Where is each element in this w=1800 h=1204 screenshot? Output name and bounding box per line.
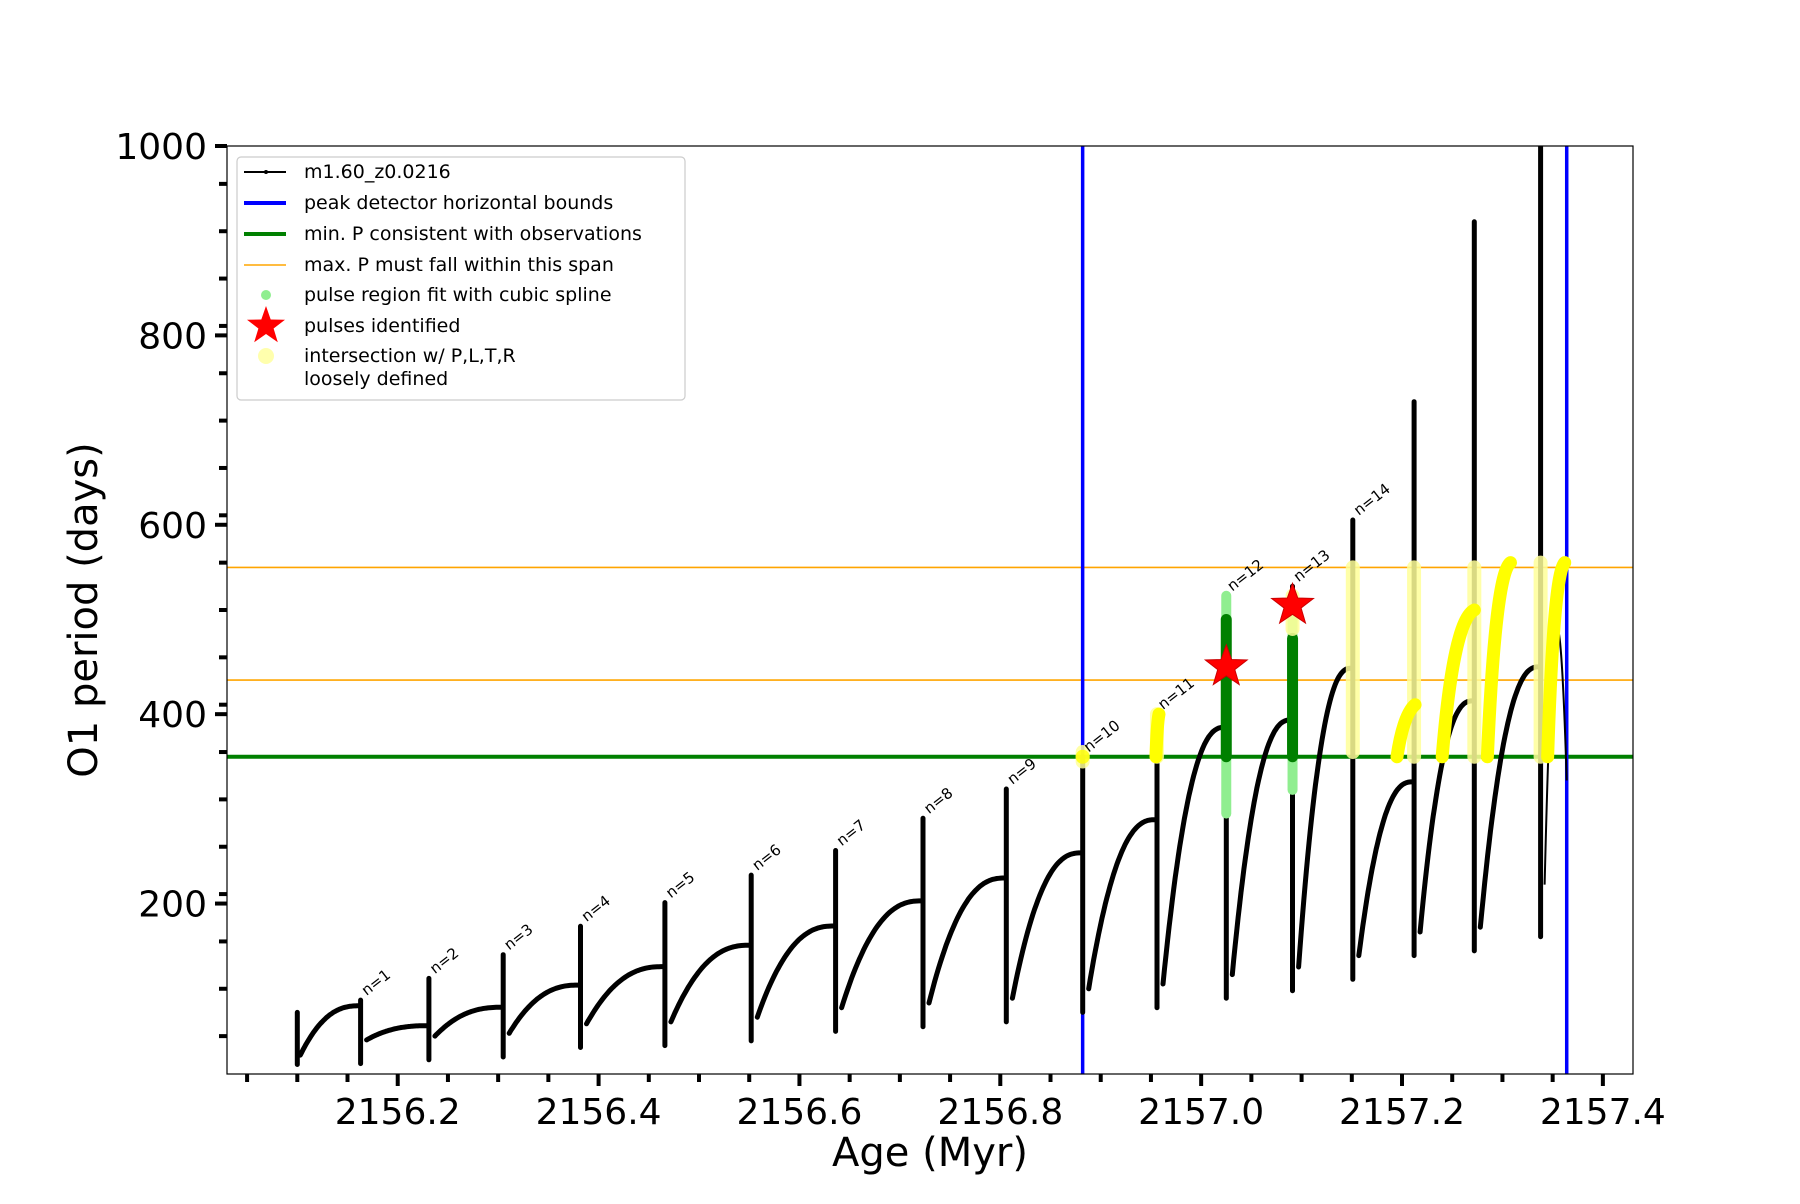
legend-box [236, 156, 686, 401]
x-tick-label-3: 2156.6 [736, 1092, 862, 1133]
pulse-label-1: n=1 [358, 966, 394, 1000]
x-axis-label: Age (Myr) [832, 1130, 1028, 1176]
pulse-label-14: n=14 [1350, 480, 1394, 520]
legend-label: intersection w/ P,L,T,R [304, 345, 516, 367]
pulse-label-10: n=10 [1080, 716, 1124, 756]
legend-item-4: max. P must fall within this span [244, 254, 614, 276]
legend-swatch-dot [261, 290, 271, 300]
y-axis-label: O1 period (days) [61, 442, 107, 777]
pulse-star-2 [1270, 581, 1315, 625]
legend-label-line2: loosely defined [304, 368, 448, 390]
legend-swatch-dot [264, 170, 268, 174]
intersection-arc-4 [1480, 556, 1517, 764]
intersection-point [1075, 749, 1090, 764]
x-tick-label-6: 2157.2 [1339, 1092, 1465, 1133]
data-layer: n=1n=2n=3n=4n=5n=6n=7n=8n=9n=10n=11n=12 n… [294, 146, 1572, 1067]
y-tick-label-5: 1000 [115, 127, 207, 168]
y-tick-label-4: 800 [138, 316, 207, 357]
legend-label: pulses identified [304, 315, 460, 337]
pulse-label-7: n=7 [833, 816, 869, 850]
legend-label: peak detector horizontal bounds [304, 192, 613, 214]
legend-swatch-circle [258, 348, 274, 364]
pulse-label-6: n=6 [749, 841, 785, 875]
intersection-arc-2 [1390, 698, 1422, 764]
y-tick-label-1: 200 [138, 885, 207, 926]
intersection-arc-1 [1149, 707, 1166, 764]
x-tick-label-7: 2157.4 [1540, 1092, 1666, 1133]
y-tick-label-2: 400 [138, 695, 207, 736]
legend-label: min. P consistent with observations [304, 223, 642, 245]
pulse-label-3: n=3 [501, 920, 537, 954]
legend-label: m1.60_z0.0216 [304, 161, 451, 183]
legend-swatch-star [247, 306, 285, 343]
intersection-arc-3 [1435, 603, 1481, 764]
legend-item-1: m1.60_z0.0216 [244, 161, 451, 183]
pulse-label-2: n=2 [426, 944, 462, 978]
legend-item-2: peak detector horizontal bounds [244, 192, 613, 214]
legend-item-5: pulse region fit with cubic spline [261, 284, 612, 306]
axes-layer: 200 400 600 800 1000 2156.2 2156.4 2156.6 2156.8… [61, 127, 1666, 1176]
y-tick-label-3: 600 [138, 506, 207, 547]
legend-item-3: min. P consistent with observations [244, 223, 642, 245]
legend-item-6: pulses identified [247, 306, 460, 343]
intersection-arc-5 [1541, 556, 1572, 764]
pulse-label-9: n=9 [1004, 754, 1040, 788]
x-tick-label-4: 2156.8 [937, 1092, 1063, 1133]
pulse-label-12: n=12 [1224, 555, 1268, 595]
pulse-label-8: n=8 [920, 784, 956, 818]
x-tick-label-1: 2156.2 [335, 1092, 461, 1133]
x-tick-label-5: 2157.0 [1138, 1092, 1264, 1133]
pulse-star-1 [1203, 643, 1249, 686]
legend-label: pulse region fit with cubic spline [304, 284, 612, 306]
pulse-label-5: n=5 [662, 868, 698, 902]
pulse-label-13: n=13 [1290, 546, 1334, 586]
pulse-label-4: n=4 [578, 892, 614, 926]
legend-label: max. P must fall within this span [304, 254, 614, 276]
x-tick-label-2: 2156.4 [536, 1092, 662, 1133]
